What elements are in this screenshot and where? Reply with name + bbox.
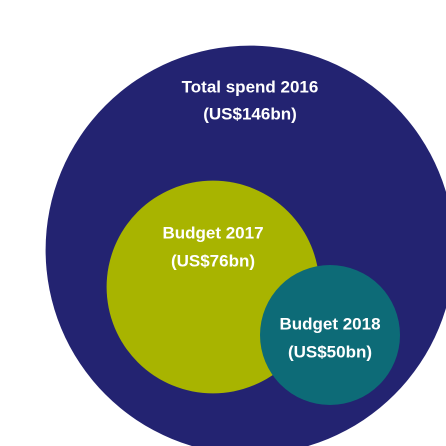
circle <box>260 265 400 405</box>
value-label: (US$76bn) <box>171 251 255 270</box>
circle-label: Total spend 2016 <box>182 77 319 96</box>
circle-label: Budget 2018 <box>279 314 380 333</box>
value-label: (US$146bn) <box>203 104 297 123</box>
circle-label: Budget 2017 <box>162 223 263 242</box>
value-label: (US$50bn) <box>288 342 372 361</box>
